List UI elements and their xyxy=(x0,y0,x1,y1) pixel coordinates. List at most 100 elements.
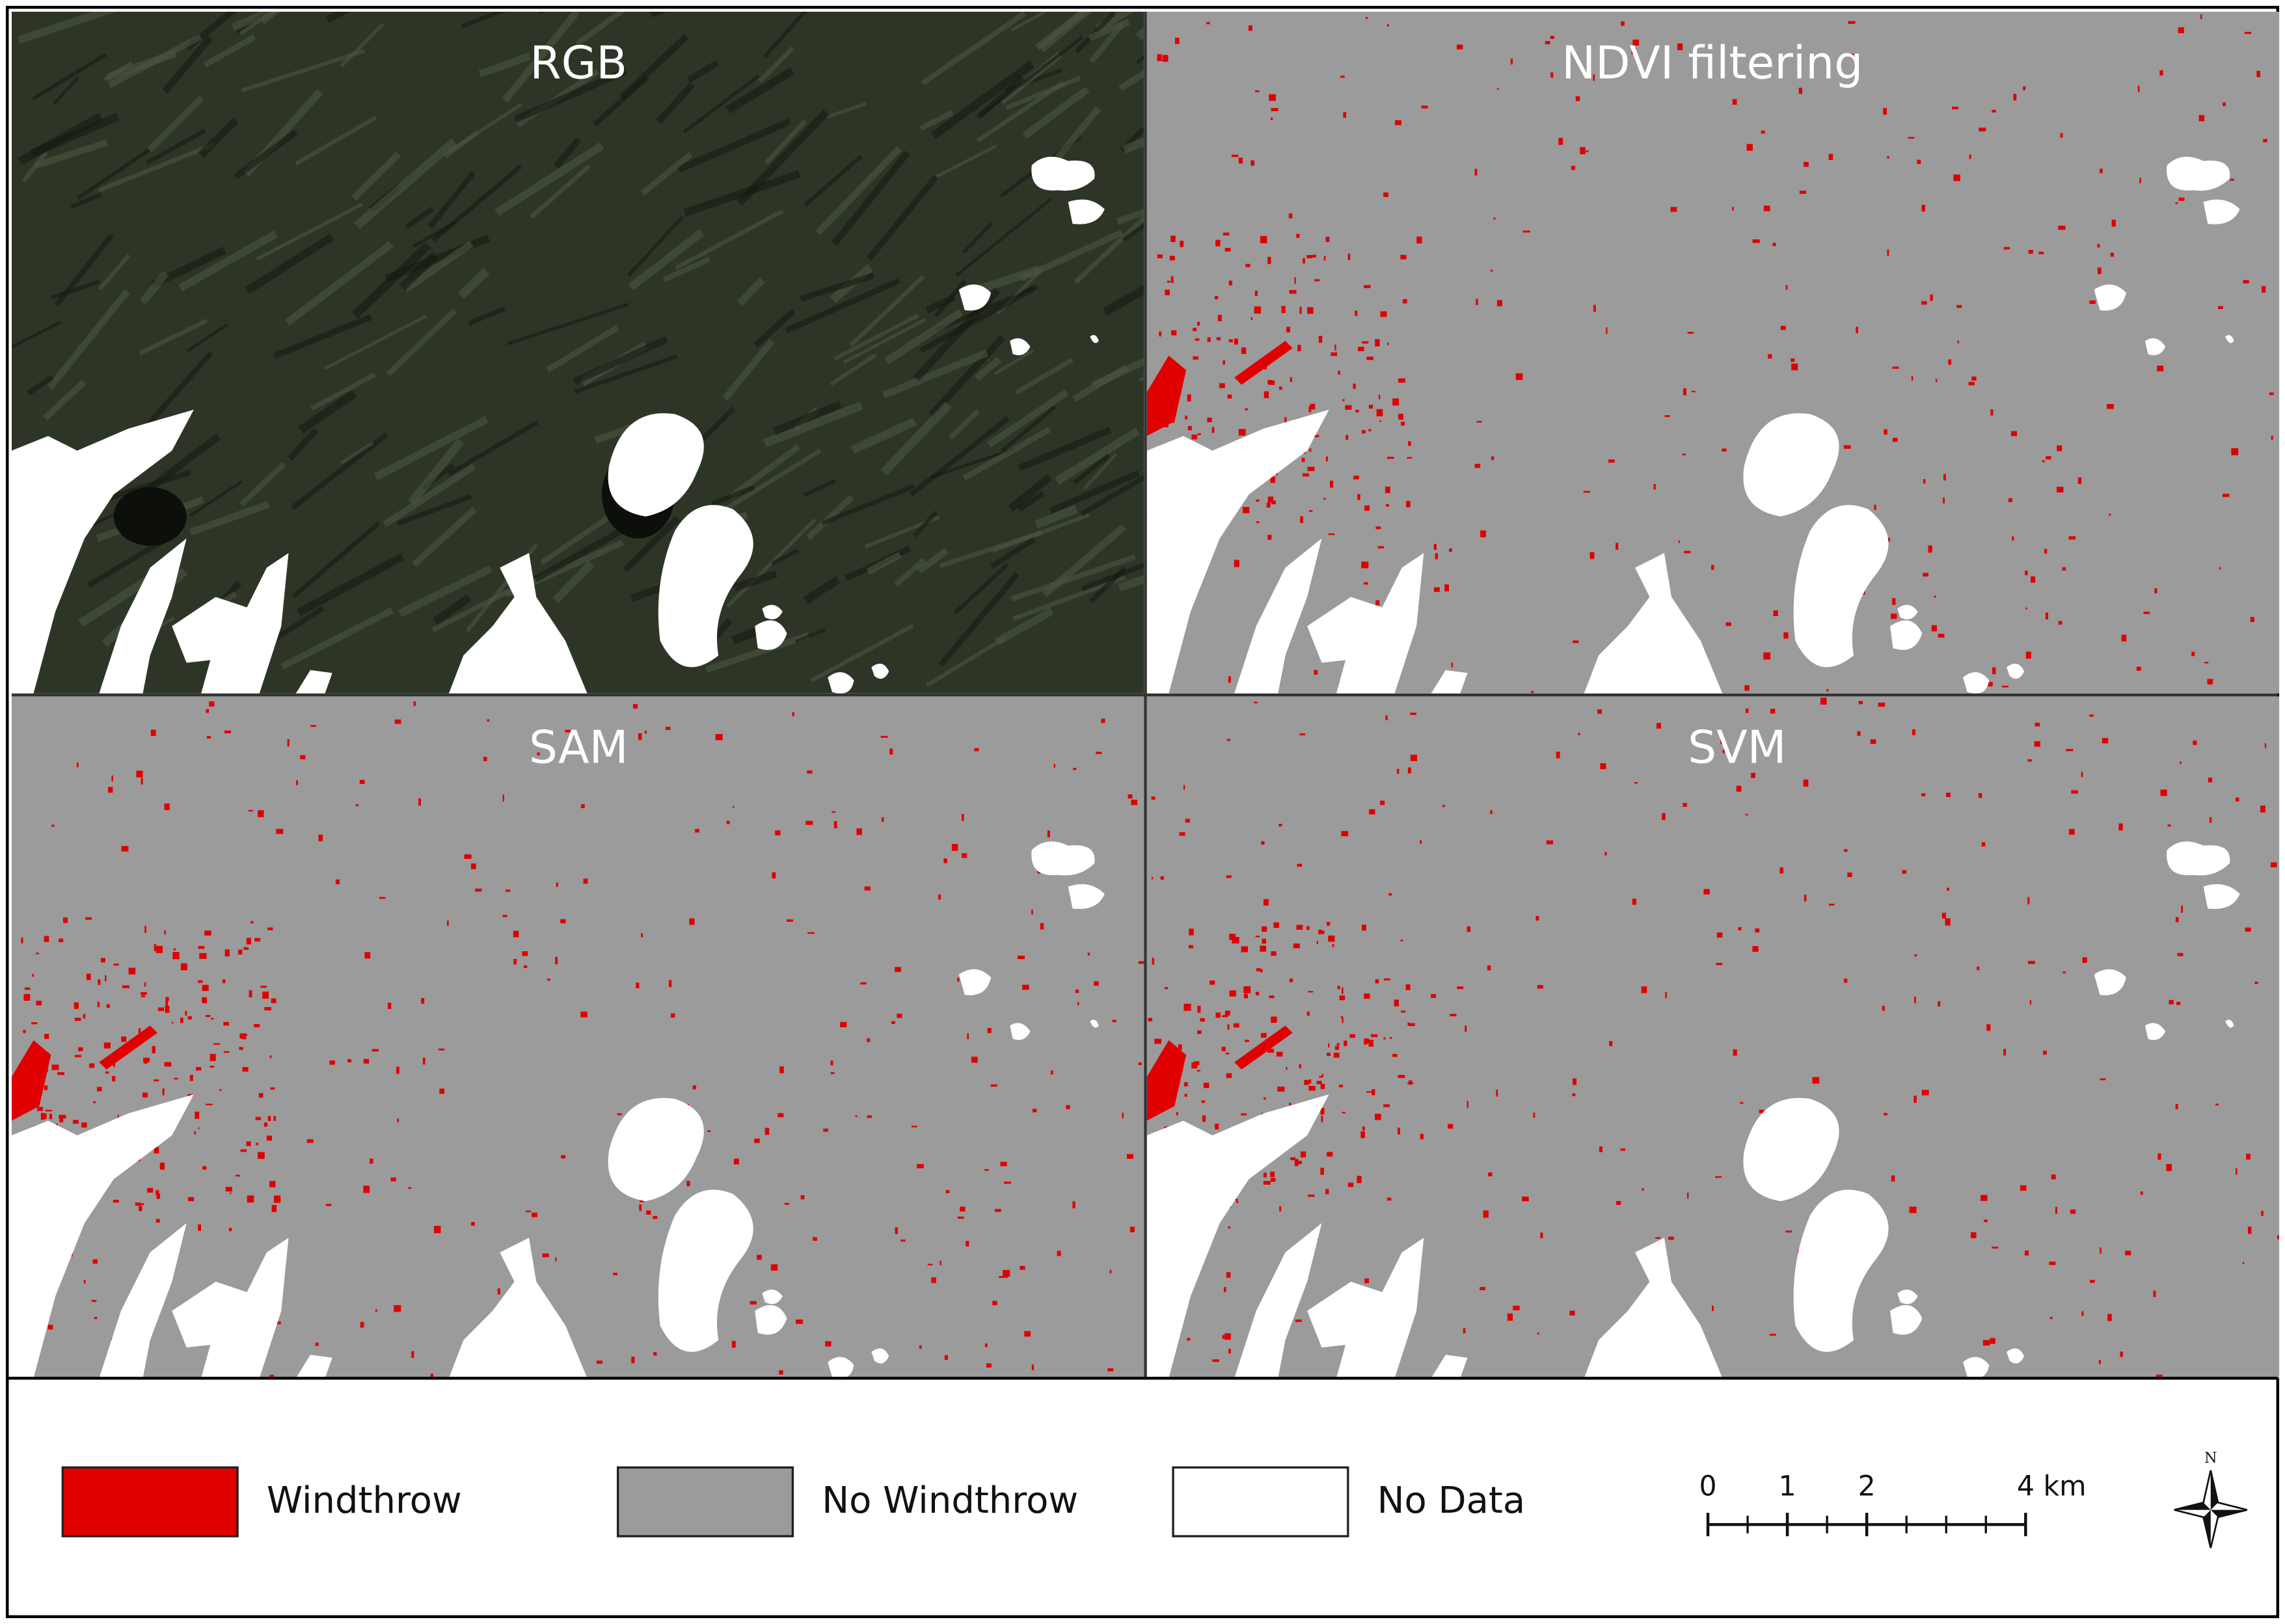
windthrow-patch xyxy=(2254,981,2258,984)
windthrow-patch xyxy=(565,729,572,733)
windthrow-patch xyxy=(1398,378,1405,383)
ridge xyxy=(803,576,841,604)
windthrow-patch xyxy=(157,1007,165,1011)
windthrow-patch xyxy=(180,1018,183,1023)
no-windthrow-area xyxy=(1146,696,2280,1379)
windthrow-patch xyxy=(1183,1082,1188,1087)
windthrow-patch xyxy=(1620,1148,1625,1151)
windthrow-patch xyxy=(1376,409,1383,416)
windthrow-patch xyxy=(1493,217,1496,220)
windthrow-patch xyxy=(1101,718,1105,724)
windthrow-patch xyxy=(2215,1103,2219,1106)
windthrow-patch xyxy=(2169,999,2174,1005)
windthrow-patch xyxy=(113,963,119,966)
windthrow-patch xyxy=(1921,204,1925,212)
ridge xyxy=(1014,357,1074,395)
windthrow-patch xyxy=(1270,476,1276,483)
ridge xyxy=(962,222,994,254)
windthrow-patch xyxy=(1449,548,1452,552)
ridge xyxy=(623,516,681,573)
windthrow-patch xyxy=(2049,1261,2056,1265)
windthrow-patch xyxy=(2044,548,2048,554)
windthrow-patch xyxy=(74,1055,81,1057)
windthrow-patch xyxy=(1318,336,1323,343)
windthrow-patch xyxy=(1226,1272,1231,1278)
ridge xyxy=(773,400,842,435)
windthrow-patch xyxy=(1870,739,1876,744)
windthrow-patch xyxy=(1386,457,1394,459)
windthrow-patch xyxy=(1304,1079,1309,1085)
windthrow-patch xyxy=(792,712,794,716)
windthrow-patch xyxy=(2013,94,2017,101)
windthrow-patch xyxy=(1338,370,1340,375)
windthrow-patch xyxy=(532,1212,538,1217)
windthrow-patch xyxy=(1632,39,1640,46)
windthrow-patch xyxy=(1533,1113,1535,1118)
windthrow-patch xyxy=(154,1147,159,1154)
windthrow-patch xyxy=(1224,247,1231,252)
windthrow-patch xyxy=(2070,1209,2076,1214)
ridge xyxy=(296,553,405,617)
windthrow-patch xyxy=(1360,1131,1365,1139)
windthrow-patch xyxy=(1169,256,1175,261)
windthrow-patch xyxy=(2028,250,2033,254)
windthrow-patch xyxy=(1294,277,1296,284)
ridge xyxy=(640,152,693,196)
windthrow-patch xyxy=(2031,576,2036,583)
windthrow-patch xyxy=(1241,946,1249,953)
windthrow-patch xyxy=(1769,1333,1776,1336)
windthrow-patch xyxy=(2055,1206,2057,1214)
windthrow-patch xyxy=(1655,1237,1661,1239)
windthrow-patch xyxy=(1178,1044,1182,1050)
map-panel: NDVI filtering xyxy=(1146,11,2280,694)
ridge xyxy=(324,314,427,370)
windthrow-patch xyxy=(1435,553,1438,560)
windthrow-patch xyxy=(1931,625,1937,632)
windthrow-patch xyxy=(223,1022,229,1026)
windthrow-patch xyxy=(199,953,207,959)
ridge xyxy=(292,521,381,599)
ridge xyxy=(771,548,799,565)
windthrow-patch xyxy=(1264,1097,1266,1100)
windthrow-patch xyxy=(89,1063,95,1068)
windthrow-patch xyxy=(1586,150,1589,152)
windthrow-patch xyxy=(375,1309,378,1312)
windthrow-patch xyxy=(1215,1012,1221,1018)
windthrow-patch xyxy=(1349,1034,1355,1038)
ridge xyxy=(546,325,619,373)
windthrow-patch xyxy=(248,809,253,812)
windthrow-patch xyxy=(1306,926,1310,930)
windthrow-patch xyxy=(1326,922,1331,926)
ridge xyxy=(917,548,949,574)
windthrow-patch xyxy=(174,1077,178,1080)
windthrow-patch xyxy=(1299,733,1305,736)
windthrow-patch xyxy=(1736,785,1742,792)
ridge xyxy=(288,427,319,461)
ridge xyxy=(458,267,490,299)
windthrow-patch xyxy=(1755,928,1760,933)
windthrow-patch xyxy=(547,978,550,981)
windthrow-patch xyxy=(2062,971,2066,974)
windthrow-patch xyxy=(239,1047,243,1050)
windthrow-patch xyxy=(1325,1189,1329,1195)
windthrow-patch xyxy=(51,824,55,827)
windthrow-patch xyxy=(1593,74,1595,81)
windthrow-patch xyxy=(2097,267,2102,275)
windthrow-patch xyxy=(1687,332,1694,334)
windthrow-patch xyxy=(1262,926,1267,932)
windthrow-patch xyxy=(254,1023,260,1027)
windthrow-patch xyxy=(1711,565,1714,570)
windthrow-patch xyxy=(1314,670,1318,675)
windthrow-patch xyxy=(1388,893,1392,896)
windthrow-patch xyxy=(144,982,146,987)
windthrow-patch xyxy=(1780,325,1786,331)
windthrow-patch xyxy=(1722,448,1727,452)
windthrow-patch xyxy=(2121,634,2127,642)
ridge xyxy=(763,401,863,448)
windthrow-patch xyxy=(833,820,837,829)
windthrow-patch xyxy=(1229,990,1236,997)
windthrow-patch xyxy=(502,915,507,917)
north-arrow xyxy=(2174,1470,2247,1549)
ridge xyxy=(261,11,280,25)
windthrow-patch xyxy=(1185,819,1190,823)
